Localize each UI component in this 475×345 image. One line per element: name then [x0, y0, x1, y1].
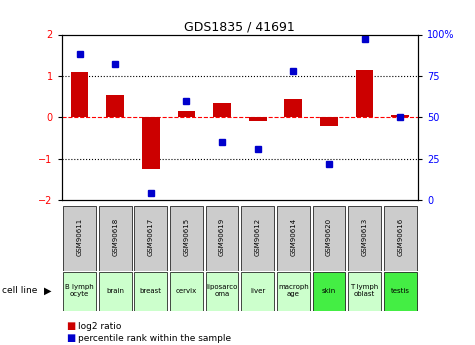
Bar — [63, 206, 96, 271]
Text: testis: testis — [390, 288, 409, 294]
Text: log2 ratio: log2 ratio — [78, 322, 122, 331]
Text: GSM90617: GSM90617 — [148, 218, 154, 256]
Text: ■: ■ — [66, 321, 76, 331]
Title: GDS1835 / 41691: GDS1835 / 41691 — [184, 20, 295, 33]
Bar — [285, 99, 302, 117]
Bar — [313, 272, 345, 310]
Bar — [206, 272, 238, 310]
Text: skin: skin — [322, 288, 336, 294]
Bar — [134, 272, 167, 310]
Text: macroph
age: macroph age — [278, 284, 309, 297]
Bar — [178, 111, 195, 117]
Bar — [213, 103, 231, 117]
Bar — [99, 206, 132, 271]
Bar — [142, 117, 160, 169]
Text: GSM90615: GSM90615 — [183, 218, 190, 256]
Text: liposarco
oma: liposarco oma — [206, 284, 238, 297]
Text: GSM90620: GSM90620 — [326, 218, 332, 256]
Bar — [170, 272, 203, 310]
Text: percentile rank within the sample: percentile rank within the sample — [78, 334, 231, 343]
Bar — [356, 70, 373, 117]
Text: GSM90619: GSM90619 — [219, 218, 225, 256]
Bar — [348, 206, 381, 271]
Bar — [249, 117, 266, 121]
Bar — [63, 272, 96, 310]
Text: GSM90613: GSM90613 — [361, 218, 368, 256]
Bar — [134, 206, 167, 271]
Bar — [106, 95, 124, 117]
Bar — [277, 206, 310, 271]
Bar — [348, 272, 381, 310]
Bar — [391, 115, 409, 117]
Text: GSM90611: GSM90611 — [76, 218, 83, 256]
Bar — [241, 206, 274, 271]
Bar — [71, 72, 88, 117]
Text: ▶: ▶ — [44, 286, 51, 296]
Text: cell line: cell line — [2, 286, 38, 295]
Bar — [170, 206, 203, 271]
Text: brain: brain — [106, 288, 124, 294]
Text: ■: ■ — [66, 333, 76, 343]
Text: GSM90612: GSM90612 — [255, 218, 261, 256]
Bar — [206, 206, 238, 271]
Text: cervix: cervix — [176, 288, 197, 294]
Text: T lymph
oblast: T lymph oblast — [351, 284, 379, 297]
Bar — [277, 272, 310, 310]
Text: B lymph
ocyte: B lymph ocyte — [65, 284, 94, 297]
Bar — [384, 206, 417, 271]
Text: liver: liver — [250, 288, 266, 294]
Text: breast: breast — [140, 288, 162, 294]
Bar — [99, 272, 132, 310]
Bar — [241, 272, 274, 310]
Text: GSM90616: GSM90616 — [397, 218, 403, 256]
Text: GSM90618: GSM90618 — [112, 218, 118, 256]
Text: GSM90614: GSM90614 — [290, 218, 296, 256]
Bar — [313, 206, 345, 271]
Bar — [384, 272, 417, 310]
Bar — [320, 117, 338, 126]
